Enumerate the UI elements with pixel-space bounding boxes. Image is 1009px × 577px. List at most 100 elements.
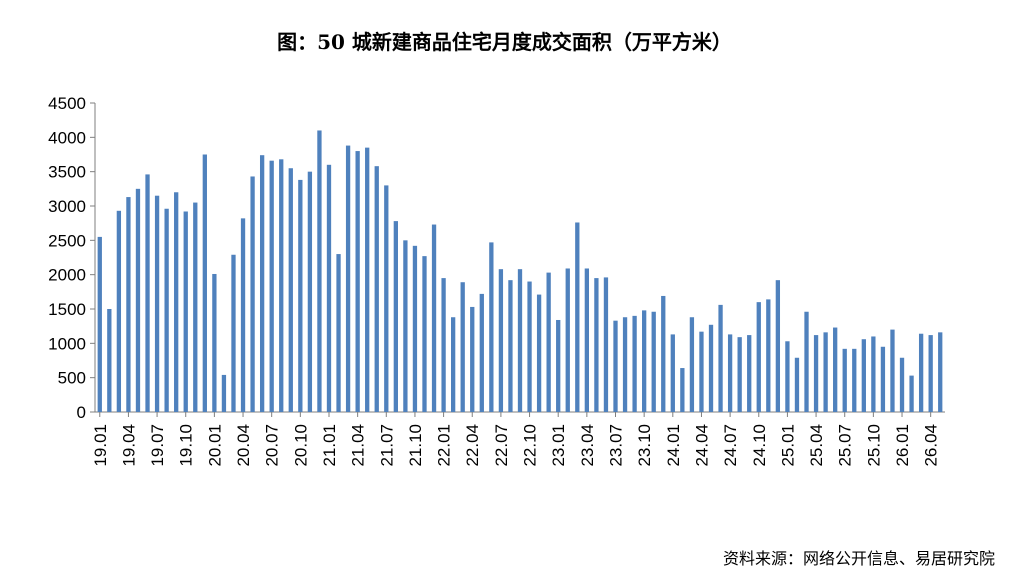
- bar: [460, 282, 465, 412]
- bar: [431, 224, 437, 412]
- bar: [642, 310, 647, 412]
- bar: [221, 374, 227, 412]
- bar: [622, 317, 628, 412]
- x-tick-label: 22.01: [435, 424, 454, 467]
- bar: [441, 278, 446, 412]
- bar: [527, 281, 532, 412]
- bar: [556, 319, 561, 412]
- bar: [97, 236, 102, 412]
- x-tick-label: 25.01: [778, 424, 797, 467]
- x-tick-label: 20.04: [234, 424, 253, 467]
- bar: [126, 197, 131, 412]
- bar: [326, 164, 332, 412]
- bar: [756, 302, 761, 412]
- x-tick-label: 22.04: [463, 424, 482, 467]
- bar: [317, 130, 322, 412]
- bar: [804, 311, 809, 412]
- bar: [928, 335, 933, 412]
- bar: [785, 341, 790, 412]
- bar: [470, 306, 475, 412]
- bar: [651, 311, 656, 412]
- bar: [164, 208, 169, 412]
- bar: [689, 317, 695, 412]
- bar: [842, 348, 847, 412]
- bar: [174, 192, 179, 412]
- bar: [813, 335, 819, 412]
- bar: [794, 357, 800, 412]
- x-tick-label: 21.01: [320, 424, 339, 467]
- x-tick-label: 19.07: [148, 424, 167, 467]
- y-tick-label: 1500: [48, 300, 86, 319]
- x-tick-label: 19.01: [91, 424, 110, 467]
- bar: [345, 145, 351, 412]
- x-tick-label: 24.04: [692, 424, 711, 467]
- x-tick-label: 20.01: [205, 424, 224, 467]
- bar: [565, 268, 570, 412]
- y-tick-label: 1000: [48, 334, 86, 353]
- bar: [279, 159, 284, 412]
- bar: [747, 335, 752, 412]
- bar: [307, 171, 313, 412]
- bar: [517, 269, 523, 412]
- bar: [298, 179, 303, 412]
- bar: [680, 368, 685, 412]
- x-tick-label: 23.07: [607, 424, 626, 467]
- x-tick-label: 20.07: [263, 424, 282, 467]
- x-tick-label: 22.07: [492, 424, 511, 467]
- source-note: 资料来源：网络公开信息、易居研究院: [722, 549, 995, 568]
- bar: [613, 320, 618, 412]
- chart-title: 图：50 城新建商品住宅月度成交面积（万平方米）: [277, 30, 732, 54]
- bar: [737, 337, 742, 412]
- bar: [708, 324, 714, 412]
- bar: [632, 315, 637, 412]
- bar: [403, 240, 408, 412]
- bar: [183, 211, 188, 412]
- bar: [899, 357, 905, 412]
- x-tick-label: 23.01: [549, 424, 568, 467]
- bar: [498, 269, 504, 412]
- bar: [823, 332, 828, 412]
- bar: [288, 168, 293, 412]
- bar: [250, 176, 255, 412]
- bar: [412, 245, 418, 412]
- x-tick-label: 21.07: [377, 424, 396, 467]
- bar: [718, 304, 723, 412]
- bar: [212, 273, 217, 412]
- bar: [861, 339, 866, 412]
- bar: [145, 174, 150, 412]
- bar: [670, 334, 675, 412]
- x-tick-label: 25.10: [864, 424, 883, 467]
- x-tick-label: 21.04: [349, 424, 368, 467]
- bar: [450, 317, 456, 412]
- bar: [699, 331, 704, 412]
- bar: [231, 254, 236, 412]
- y-tick-label: 4500: [48, 94, 86, 113]
- bar: [259, 155, 265, 413]
- bar: [852, 348, 857, 412]
- bar: [374, 166, 379, 412]
- x-tick-label: 26.01: [893, 424, 912, 467]
- bar: [575, 222, 580, 412]
- bar: [871, 336, 876, 412]
- bar: [546, 272, 551, 412]
- bar: [336, 254, 341, 412]
- bar: [116, 210, 122, 412]
- y-tick-label: 2500: [48, 231, 86, 250]
- bar: [775, 280, 781, 412]
- bar: [603, 277, 609, 412]
- x-tick-label: 19.10: [177, 424, 196, 467]
- bar: [365, 147, 370, 412]
- x-tick-label: 23.10: [635, 424, 654, 467]
- bar: [909, 375, 914, 412]
- bar: [479, 293, 484, 412]
- bar: [154, 195, 160, 412]
- bar: [833, 327, 838, 412]
- bar: [269, 160, 274, 412]
- x-tick-label: 24.01: [664, 424, 683, 467]
- bar: [584, 268, 590, 412]
- bar: [393, 221, 398, 412]
- bar: [489, 242, 494, 412]
- bar: [508, 280, 513, 412]
- bar: [240, 218, 246, 412]
